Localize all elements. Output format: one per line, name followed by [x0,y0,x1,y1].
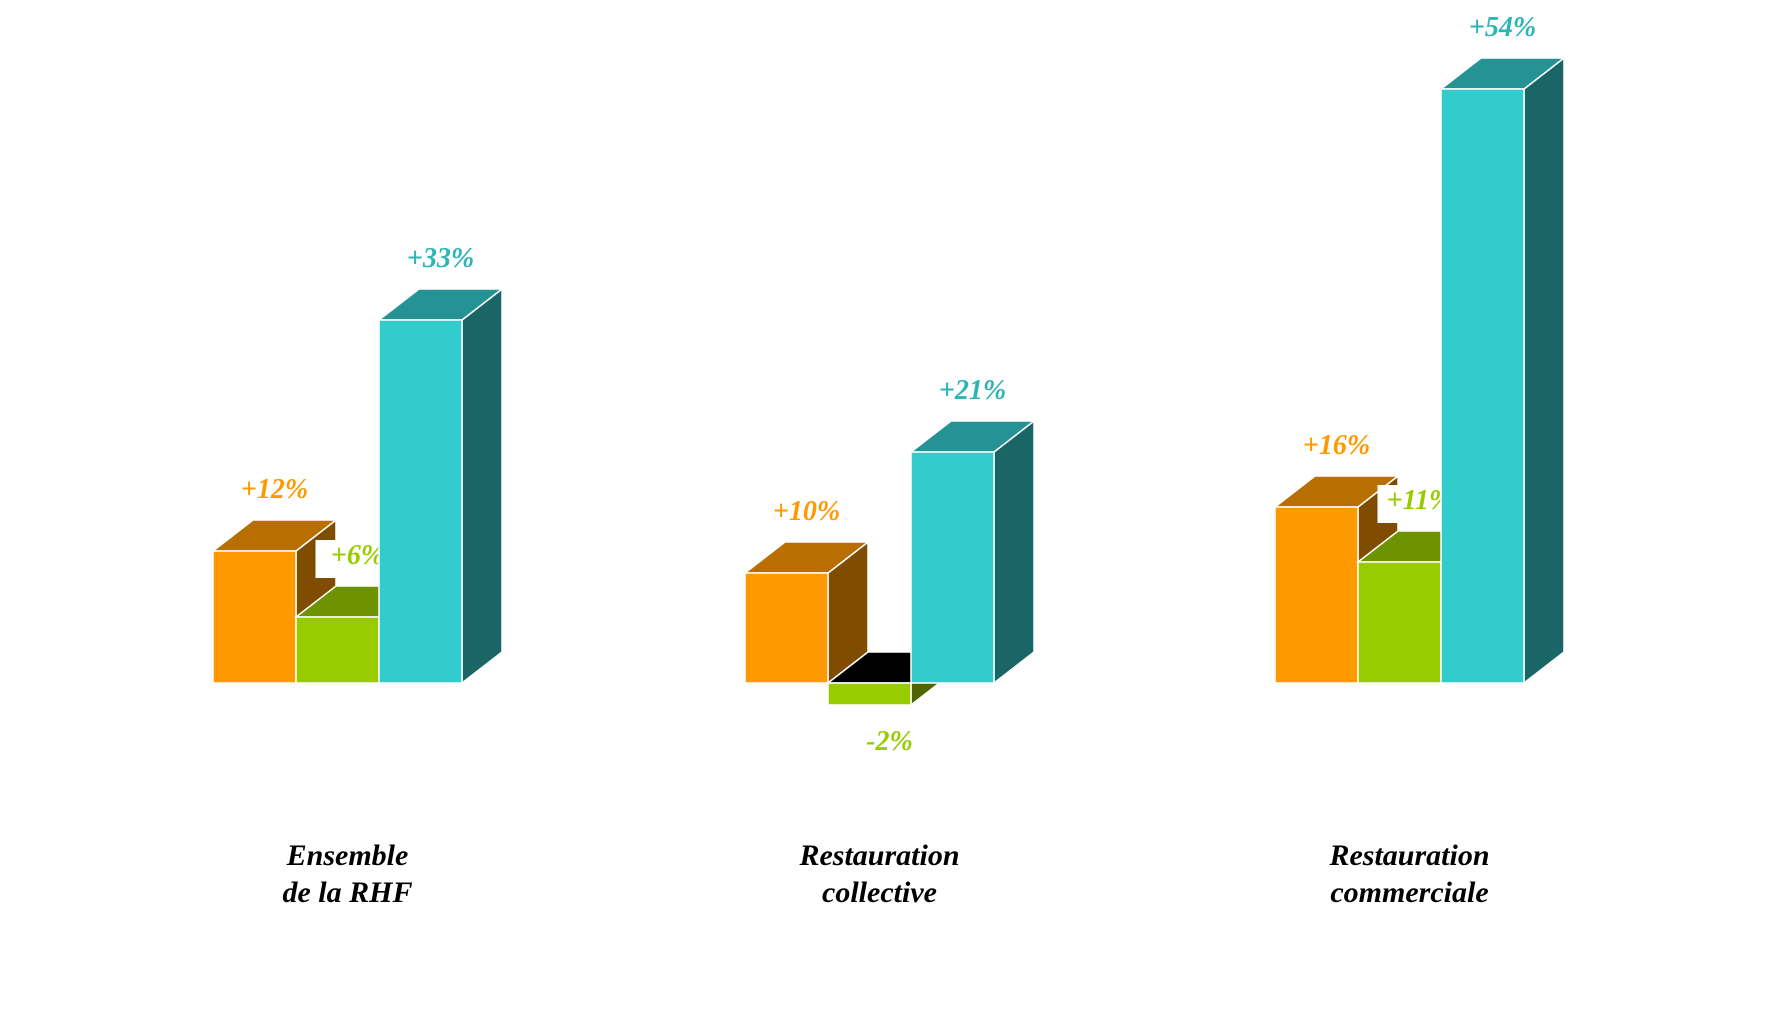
value-label: +6% [331,540,384,571]
bar-front [1357,561,1442,684]
bar-front [212,550,297,684]
category-label: Ensemble [286,839,409,872]
bar [742,540,871,685]
value-label: +21% [939,375,1006,406]
bar-side [1523,56,1565,685]
bar [1438,56,1567,685]
value-label: +33% [407,243,474,274]
bar [376,287,505,685]
bar-front [827,682,912,706]
value-label: -2% [866,726,913,757]
category-label: de la RHF [282,876,412,909]
bar-side [993,419,1035,685]
value-label: +54% [1469,12,1536,43]
value-label: +10% [773,496,840,527]
bar-front [295,616,380,684]
bar-side [461,287,503,685]
bar-front [910,451,995,684]
bar [908,419,1037,685]
category-label: commerciale [1330,876,1488,909]
category-label: Restauration [1328,839,1489,872]
value-label: +16% [1303,430,1370,461]
bar-front [1274,506,1359,684]
category-label: collective [822,876,937,909]
value-label: +12% [241,474,308,505]
bar-front [744,572,829,684]
category-label: Restauration [798,839,959,872]
bar-front [378,319,463,684]
bar-front [1440,88,1525,684]
